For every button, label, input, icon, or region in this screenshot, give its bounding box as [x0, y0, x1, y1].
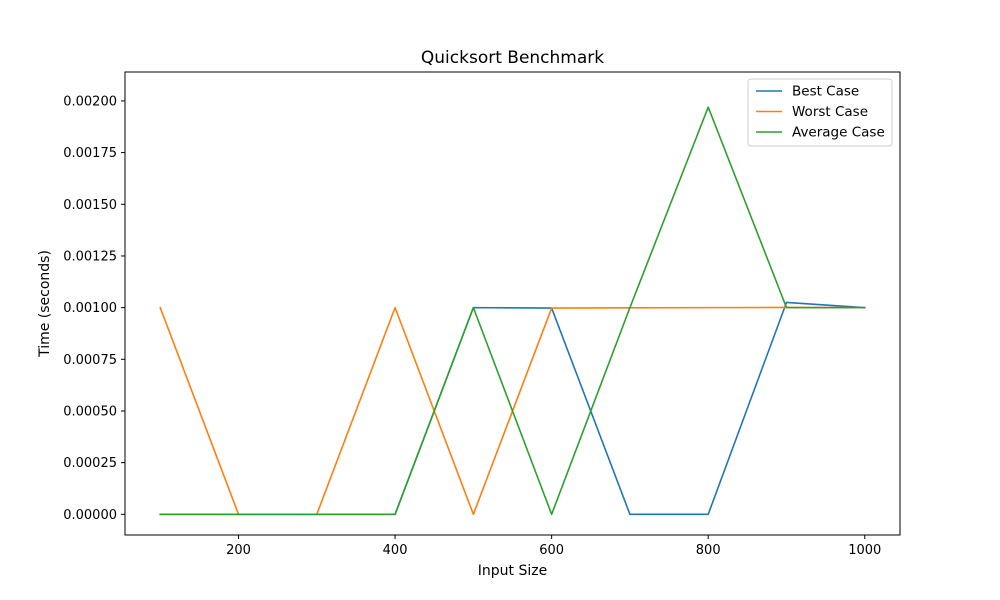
- x-axis-label: Input Size: [478, 563, 547, 579]
- y-tick-label: 0.00100: [63, 301, 117, 316]
- plot-frame: [124, 71, 901, 536]
- legend-label-1: Worst Case: [792, 104, 868, 120]
- y-tick-label: 0.00125: [63, 249, 117, 264]
- legend: Best Case Worst Case Average Case: [747, 78, 893, 147]
- y-tick-label: 0.00025: [63, 456, 117, 471]
- legend-label-2: Average Case: [792, 125, 885, 141]
- x-tick-label: 1000: [848, 543, 881, 558]
- y-axis: 0.00000 0.00025 0.00050 0.00075 0.00100 0.001…: [63, 94, 125, 523]
- y-tick-label: 0.00175: [63, 146, 117, 161]
- chart-title: Quicksort Benchmark: [421, 48, 604, 68]
- series-line-2: [159, 106, 866, 516]
- x-tick-label: 200: [226, 543, 251, 558]
- y-tick-label: 0.00050: [63, 404, 117, 419]
- y-axis-label: Time (seconds): [37, 250, 53, 358]
- y-tick-label: 0.00000: [63, 508, 117, 523]
- legend-label-0: Best Case: [792, 84, 859, 100]
- series-layer: [159, 106, 866, 516]
- legend-box: [747, 78, 893, 147]
- y-tick-label: 0.00200: [63, 94, 117, 109]
- x-tick-label: 600: [539, 543, 564, 558]
- y-tick-label: 0.00150: [63, 198, 117, 213]
- x-tick-label: 800: [696, 543, 721, 558]
- y-tick-label: 0.00075: [63, 353, 117, 368]
- x-tick-label: 400: [383, 543, 408, 558]
- x-axis: 200 400 600 800 1000: [226, 535, 881, 558]
